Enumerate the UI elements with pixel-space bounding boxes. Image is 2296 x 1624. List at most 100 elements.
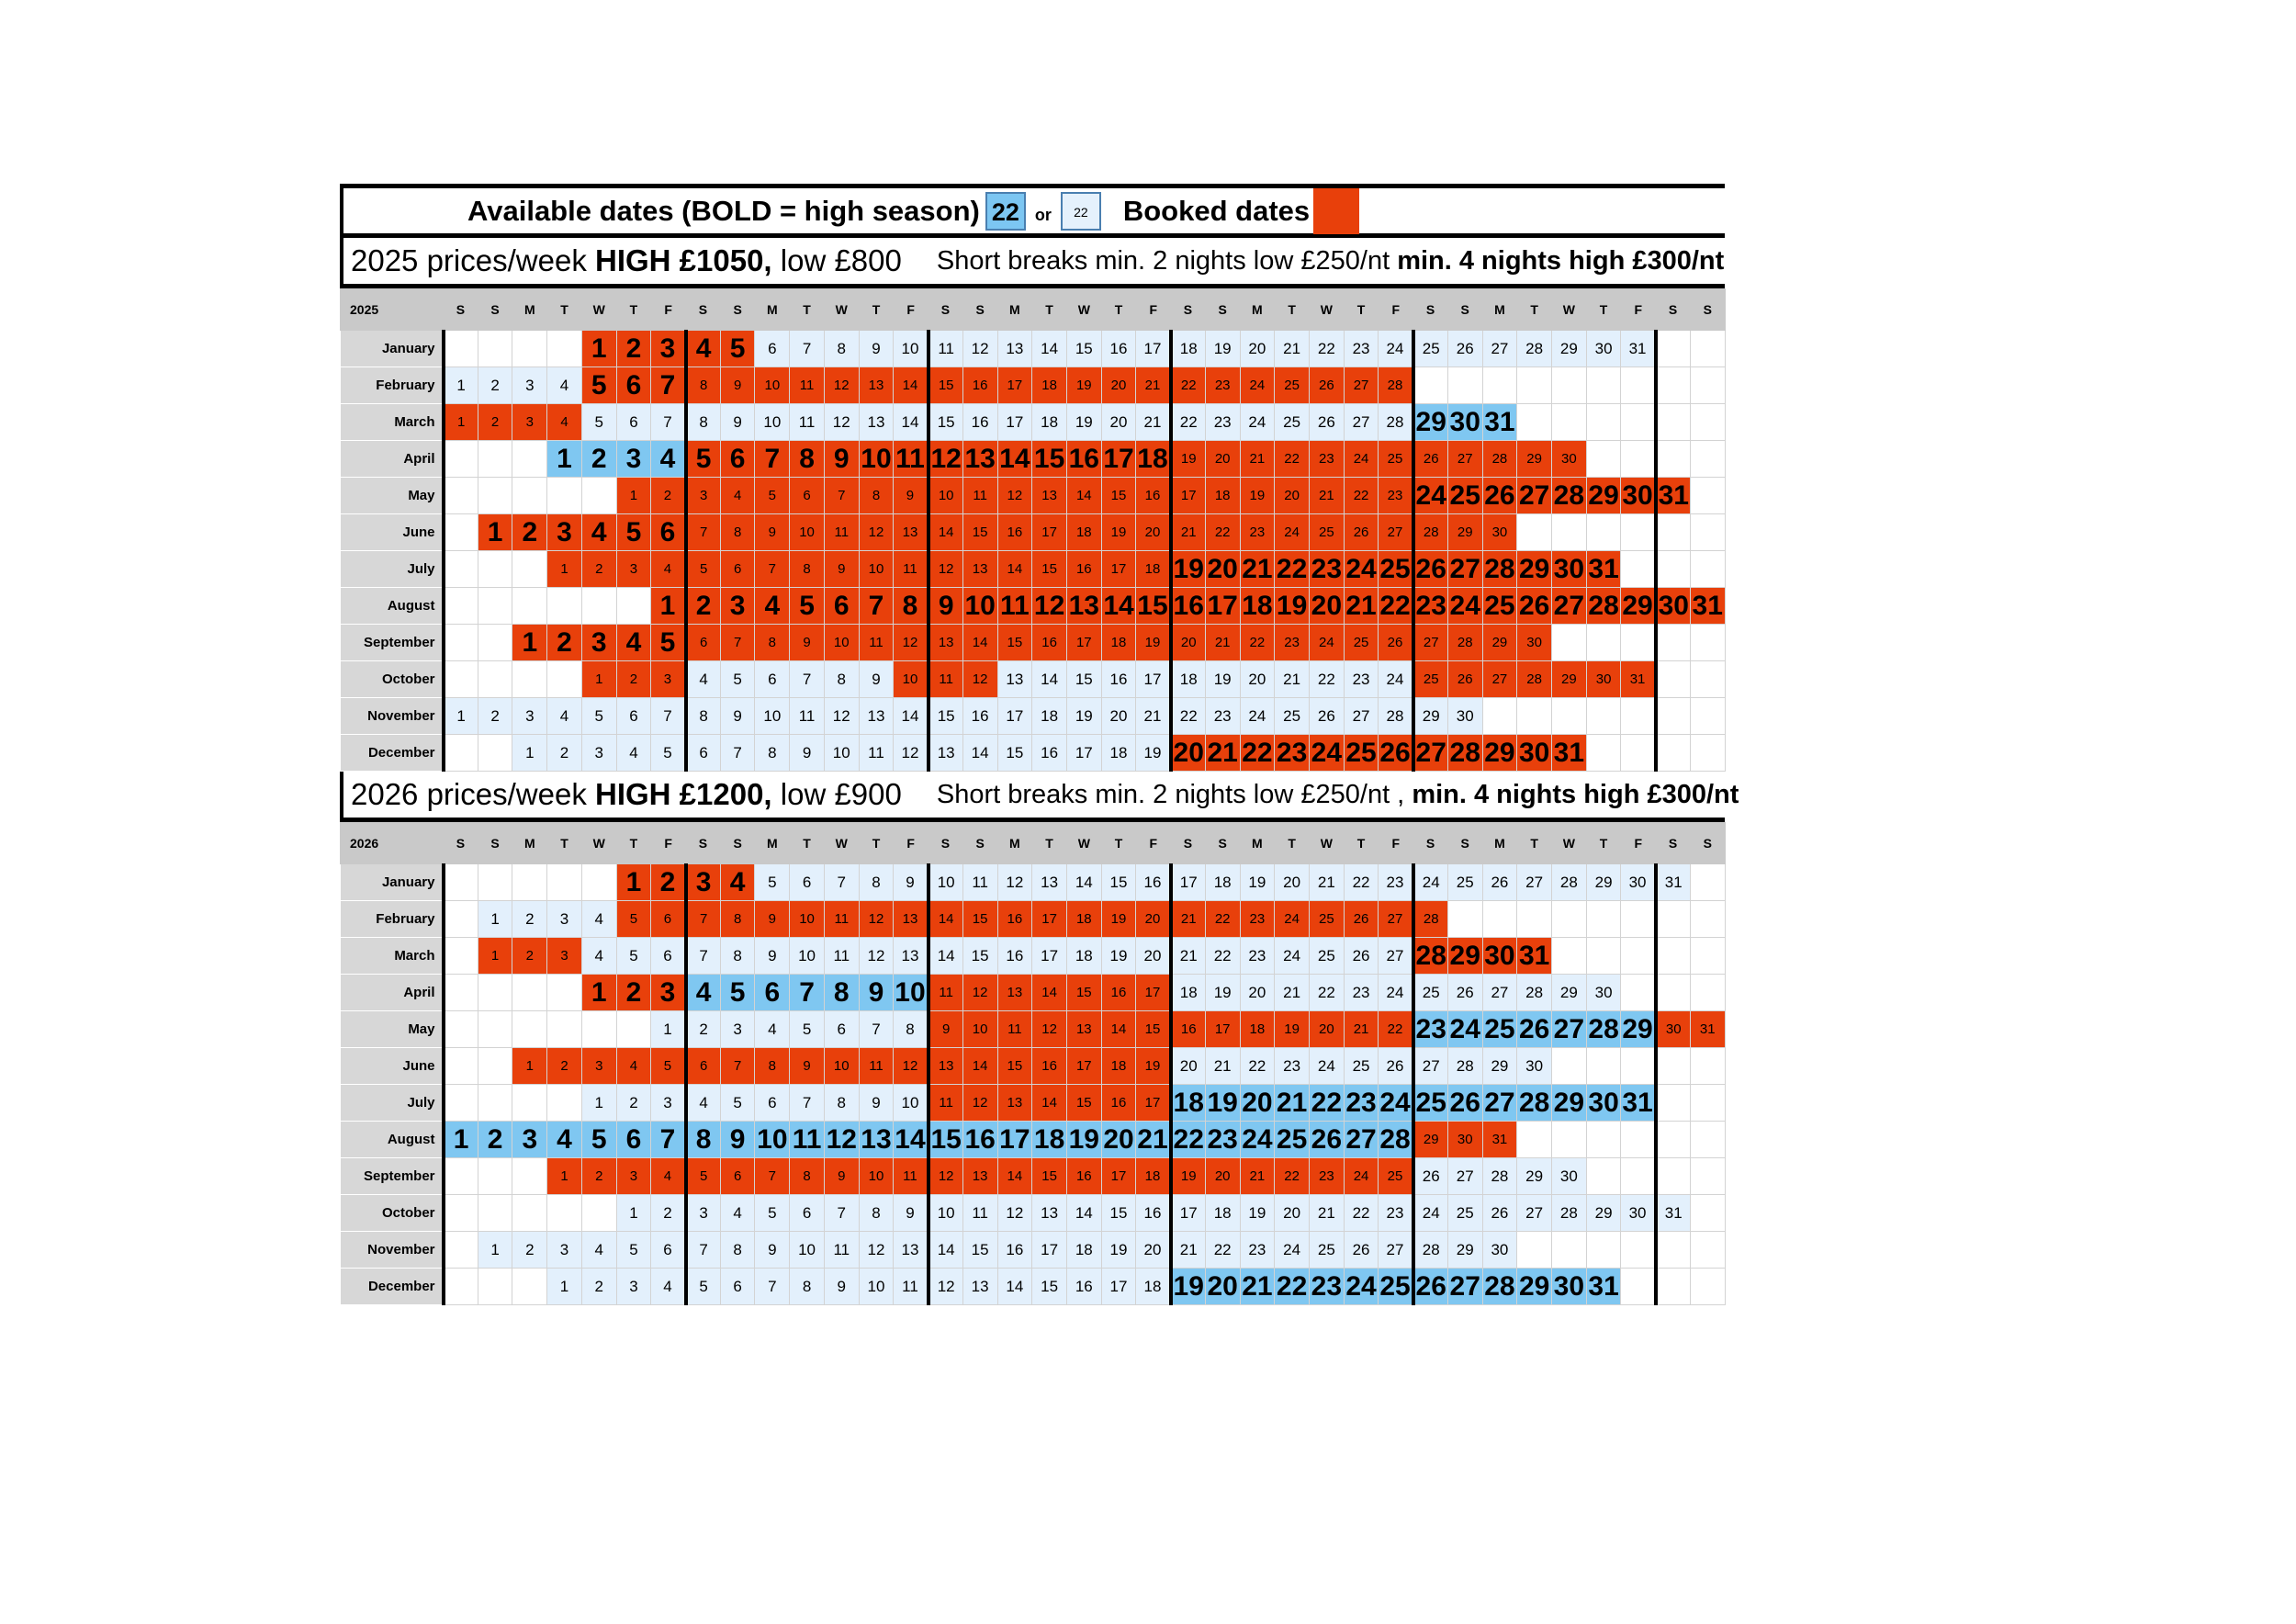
day-april-29: 29 — [1551, 974, 1587, 1011]
day-march-29: 29 — [1446, 937, 1483, 975]
day-june-11: 11 — [858, 1047, 895, 1085]
day-september-16: 16 — [1065, 1157, 1102, 1195]
day-april-11: 11 — [893, 440, 929, 478]
month-label: October — [340, 660, 444, 698]
day-october-6: 6 — [754, 660, 791, 698]
empty-cell — [1689, 1157, 1726, 1195]
day-august-16: 16 — [1168, 587, 1206, 625]
day-march-14: 14 — [926, 937, 963, 975]
day-january-15: 15 — [1100, 863, 1137, 901]
day-january-20: 20 — [1239, 330, 1276, 367]
weekday-header: S — [1689, 288, 1726, 331]
day-september-19: 19 — [1135, 624, 1172, 661]
day-may-9: 9 — [926, 1010, 963, 1048]
weekday-header: M — [512, 822, 548, 864]
day-january-25: 25 — [1446, 863, 1483, 901]
empty-cell — [1689, 550, 1726, 588]
price-row-2025: 2025 prices/week HIGH £1050, low £800 Sho… — [340, 238, 1725, 288]
day-may-29: 29 — [1620, 1010, 1657, 1048]
day-june-4: 4 — [615, 1047, 652, 1085]
day-august-13: 13 — [858, 1121, 895, 1158]
day-october-5: 5 — [754, 1194, 791, 1232]
day-march-18: 18 — [1031, 403, 1067, 441]
day-september-25: 25 — [1343, 624, 1379, 661]
day-october-10: 10 — [926, 1194, 963, 1232]
day-february-20: 20 — [1100, 367, 1137, 404]
empty-cell — [477, 974, 513, 1011]
day-february-17: 17 — [996, 367, 1033, 404]
day-september-1: 1 — [546, 1157, 582, 1195]
day-june-15: 15 — [962, 513, 998, 551]
day-december-21: 21 — [1239, 1268, 1276, 1305]
day-october-27: 27 — [1516, 1194, 1552, 1232]
short-breaks: Short breaks min. 2 nights low £250/nt m… — [937, 246, 1724, 276]
day-august-24: 24 — [1446, 587, 1483, 625]
day-may-16: 16 — [1135, 477, 1172, 514]
empty-cell — [1653, 697, 1691, 735]
day-november-25: 25 — [1308, 1231, 1345, 1269]
day-december-3: 3 — [580, 734, 617, 772]
day-february-6: 6 — [650, 900, 687, 938]
month-label: April — [340, 974, 444, 1011]
weekday-header: M — [512, 288, 548, 331]
day-december-28: 28 — [1481, 1268, 1518, 1305]
day-august-11: 11 — [789, 1121, 825, 1158]
empty-cell — [477, 330, 513, 367]
day-april-18: 18 — [1168, 974, 1206, 1011]
empty-cell — [441, 1194, 478, 1232]
empty-cell — [1585, 403, 1622, 441]
day-august-26: 26 — [1308, 1121, 1345, 1158]
day-october-24: 24 — [1378, 660, 1414, 698]
month-row-march: March 1 2 3 4 5 6 7 8 9 10 11 12 13 14 15 16 17 18 19 20 21 22… — [340, 403, 1726, 441]
empty-cell — [1585, 624, 1622, 661]
weekday-header: F — [893, 288, 929, 331]
day-december-27: 27 — [1411, 734, 1448, 772]
day-november-24: 24 — [1274, 1231, 1310, 1269]
month-row-january: January 1 2 3 4 5 6 7 8 9 10 11 12 13 14 15 16 17 18 19 20 21… — [340, 330, 1726, 367]
day-december-28: 28 — [1446, 734, 1483, 772]
day-february-16: 16 — [996, 900, 1033, 938]
empty-cell — [477, 1268, 513, 1305]
day-october-7: 7 — [789, 660, 825, 698]
day-april-30: 30 — [1551, 440, 1587, 478]
day-march-4: 4 — [546, 403, 582, 441]
day-january-14: 14 — [1065, 863, 1102, 901]
day-january-13: 13 — [1031, 863, 1067, 901]
month-label: June — [340, 513, 444, 551]
day-may-4: 4 — [754, 1010, 791, 1048]
day-october-10: 10 — [893, 660, 929, 698]
day-november-21: 21 — [1135, 697, 1172, 735]
day-june-13: 13 — [926, 1047, 963, 1085]
day-november-1: 1 — [441, 697, 478, 735]
day-january-4: 4 — [683, 330, 721, 367]
day-december-12: 12 — [926, 1268, 963, 1305]
empty-cell — [441, 974, 478, 1011]
empty-cell — [477, 1010, 513, 1048]
empty-cell — [1551, 1121, 1587, 1158]
empty-cell — [441, 1268, 478, 1305]
day-february-11: 11 — [823, 900, 860, 938]
day-march-11: 11 — [823, 937, 860, 975]
day-may-3: 3 — [719, 1010, 756, 1048]
month-row-november: November 1 2 3 4 5 6 7 8 9 10 11 12 13 14 15 16 17 18 19 20 2… — [340, 697, 1726, 735]
day-june-21: 21 — [1168, 513, 1206, 551]
empty-cell — [477, 624, 513, 661]
day-october-7: 7 — [823, 1194, 860, 1232]
weekday-header: S — [1655, 288, 1691, 331]
day-december-22: 22 — [1239, 734, 1276, 772]
day-february-15: 15 — [962, 900, 998, 938]
day-september-13: 13 — [926, 624, 963, 661]
empty-cell — [580, 863, 617, 901]
weekday-header: S — [1446, 288, 1483, 331]
empty-cell — [1620, 1268, 1657, 1305]
empty-cell — [1689, 660, 1726, 698]
empty-cell — [546, 587, 582, 625]
day-september-16: 16 — [1031, 624, 1067, 661]
day-october-28: 28 — [1516, 660, 1552, 698]
day-october-15: 15 — [1100, 1194, 1137, 1232]
day-july-16: 16 — [1100, 1084, 1137, 1122]
weekday-header: S — [443, 288, 478, 331]
day-june-6: 6 — [683, 1047, 721, 1085]
day-july-17: 17 — [1135, 1084, 1172, 1122]
weekday-header-row: 2025 S S M T W T F S S M T W T F S S M T W T F S S M T W T F S S M T W T F S… — [340, 288, 1726, 331]
